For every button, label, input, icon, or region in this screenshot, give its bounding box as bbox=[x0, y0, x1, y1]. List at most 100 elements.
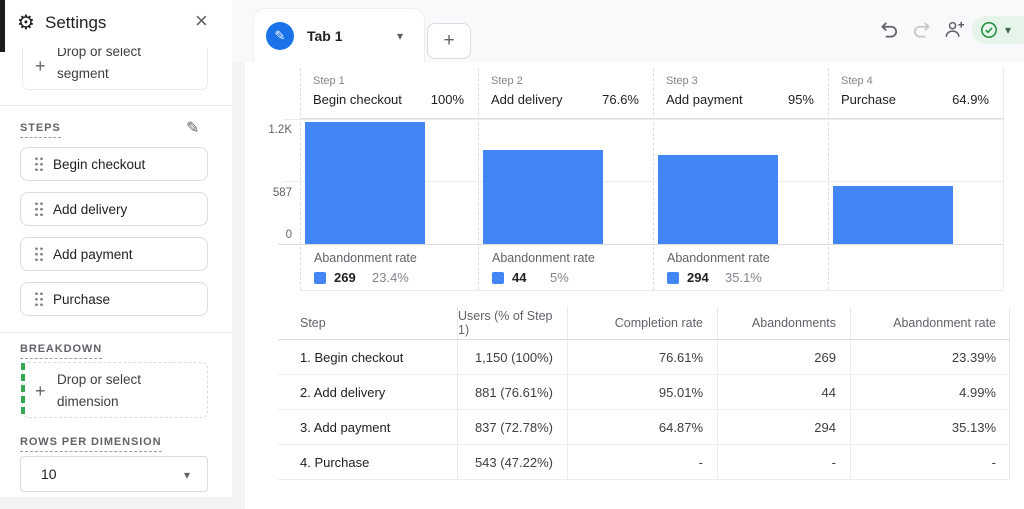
dimension-drop-zone[interactable]: + Drop or select dimension bbox=[22, 362, 208, 418]
add-tab-button[interactable]: + bbox=[427, 23, 471, 59]
abandonment-row-divider bbox=[300, 290, 1003, 291]
share-person-add-icon[interactable] bbox=[943, 18, 966, 46]
tab-pencil-icon: ✎ bbox=[266, 22, 294, 50]
table-cell: 543 (47.22%) bbox=[457, 445, 567, 480]
drag-handle-icon[interactable] bbox=[34, 291, 44, 307]
rows-per-dimension-value: 10 bbox=[41, 466, 57, 482]
table-cell: 95.01% bbox=[567, 375, 717, 410]
column-separator bbox=[653, 68, 654, 290]
abandonment-label: Abandonment rate bbox=[492, 251, 595, 265]
steps-section-label: STEPS bbox=[20, 122, 61, 138]
legend-swatch bbox=[667, 271, 679, 284]
table-cell: 23.39% bbox=[850, 340, 1010, 375]
step-card-begin-checkout[interactable]: Begin checkout bbox=[20, 147, 208, 181]
step-card-label: Purchase bbox=[53, 291, 111, 307]
abandonment-rate: 5% bbox=[550, 270, 569, 285]
drag-handle-icon[interactable] bbox=[34, 201, 44, 217]
table-cell: 269 bbox=[717, 340, 850, 375]
step-number: Step 1 bbox=[313, 75, 345, 87]
tab-1[interactable]: ✎ Tab 1 ▾ bbox=[253, 8, 425, 62]
step-card-purchase[interactable]: Purchase bbox=[20, 282, 208, 316]
table-header-abandonments: Abandonments bbox=[717, 307, 850, 340]
drag-handle-icon[interactable] bbox=[34, 156, 44, 172]
breakdown-section-label: BREAKDOWN bbox=[20, 343, 103, 359]
column-separator bbox=[478, 68, 479, 290]
funnel-step-header-1: Step 1 Begin checkout 100% bbox=[300, 68, 478, 118]
funnel-step-header-2: Step 2 Add delivery 76.6% bbox=[478, 68, 653, 118]
abandonment-box-1: Abandonment rate 269 23.4% bbox=[301, 244, 478, 290]
abandonment-count: 294 bbox=[687, 270, 709, 285]
dimension-drop-label: Drop or select dimension bbox=[57, 372, 142, 410]
step-percent: 100% bbox=[430, 92, 464, 107]
table-cell: 44 bbox=[717, 375, 850, 410]
legend-swatch bbox=[314, 271, 326, 284]
plus-icon: + bbox=[35, 381, 46, 401]
step-card-add-delivery[interactable]: Add delivery bbox=[20, 192, 208, 226]
table-cell: - bbox=[567, 445, 717, 480]
step-percent: 95% bbox=[787, 92, 814, 107]
column-separator bbox=[300, 68, 301, 290]
funnel-bar-begin-checkout bbox=[305, 122, 425, 244]
step-card-label: Begin checkout bbox=[53, 156, 146, 172]
table-cell: 837 (72.78%) bbox=[457, 410, 567, 445]
gridline bbox=[283, 181, 1003, 182]
settings-header bbox=[0, 0, 232, 48]
step-card-label: Add delivery bbox=[53, 201, 128, 217]
table-cell: 76.61% bbox=[567, 340, 717, 375]
funnel-bar-add-payment bbox=[658, 155, 778, 244]
table-header-users: Users (% of Step 1) bbox=[457, 307, 567, 340]
table-cell: 64.87% bbox=[567, 410, 717, 445]
drag-handle-icon[interactable] bbox=[34, 246, 44, 262]
step-number: Step 3 bbox=[666, 75, 698, 87]
undo-icon[interactable] bbox=[878, 19, 900, 46]
funnel-bar-add-delivery bbox=[483, 150, 603, 244]
table-header-completion-rate: Completion rate bbox=[567, 307, 717, 340]
rows-per-dimension-select[interactable]: 10 ▾ bbox=[20, 456, 208, 492]
column-separator bbox=[1003, 68, 1004, 290]
step-number: Step 2 bbox=[491, 75, 523, 87]
edit-steps-pencil-icon[interactable]: ✎ bbox=[186, 120, 200, 137]
chevron-down-icon: ▾ bbox=[184, 468, 191, 482]
chevron-down-icon: ▾ bbox=[1005, 23, 1012, 37]
table-cell: 3. Add payment bbox=[278, 410, 457, 445]
table-cell: 1,150 (100%) bbox=[457, 340, 567, 375]
table-cell: - bbox=[717, 445, 850, 480]
step-name: Add payment bbox=[666, 92, 743, 107]
step-card-add-payment[interactable]: Add payment bbox=[20, 237, 208, 271]
table-header-abandonment-rate: Abandonment rate bbox=[850, 307, 1010, 340]
abandonment-rate: 35.1% bbox=[725, 270, 762, 285]
table-header-step: Step bbox=[278, 307, 457, 340]
close-icon[interactable]: × bbox=[195, 8, 208, 33]
funnel-step-header-4: Step 4 Purchase 64.9% bbox=[828, 68, 1003, 118]
y-tick: 1.2K bbox=[268, 124, 292, 136]
step-number: Step 4 bbox=[841, 75, 873, 87]
table-cell: 35.13% bbox=[850, 410, 1010, 445]
table-cell: 4. Purchase bbox=[278, 445, 457, 480]
table-cell: 2. Add delivery bbox=[278, 375, 457, 410]
abandonment-label: Abandonment rate bbox=[314, 251, 417, 265]
applied-steps-button[interactable]: ▾ bbox=[972, 16, 1024, 44]
plus-icon: + bbox=[35, 56, 46, 76]
divider bbox=[0, 332, 232, 333]
chevron-down-icon[interactable]: ▾ bbox=[397, 29, 404, 43]
x-axis-line bbox=[278, 244, 1003, 245]
tab-label: Tab 1 bbox=[307, 28, 343, 44]
abandonment-count: 269 bbox=[334, 270, 356, 285]
abandonment-count: 44 bbox=[512, 270, 527, 285]
redo-icon[interactable] bbox=[911, 19, 933, 46]
step-name: Begin checkout bbox=[313, 92, 402, 107]
abandonment-box-3: Abandonment rate 294 35.1% bbox=[654, 244, 828, 290]
funnel-bar-purchase bbox=[833, 186, 953, 244]
step-name: Purchase bbox=[841, 92, 896, 107]
y-tick: 587 bbox=[272, 187, 292, 199]
step-percent: 76.6% bbox=[602, 92, 639, 107]
rows-per-dimension-label: ROWS PER DIMENSION bbox=[20, 436, 162, 452]
gridline bbox=[283, 119, 1003, 120]
column-separator bbox=[828, 68, 829, 290]
legend-swatch bbox=[492, 271, 504, 284]
abandonment-box-2: Abandonment rate 44 5% bbox=[479, 244, 653, 290]
edge-strip bbox=[0, 0, 5, 52]
table-cell: - bbox=[850, 445, 1010, 480]
abandonment-label: Abandonment rate bbox=[667, 251, 770, 265]
check-circle-icon bbox=[981, 22, 997, 38]
